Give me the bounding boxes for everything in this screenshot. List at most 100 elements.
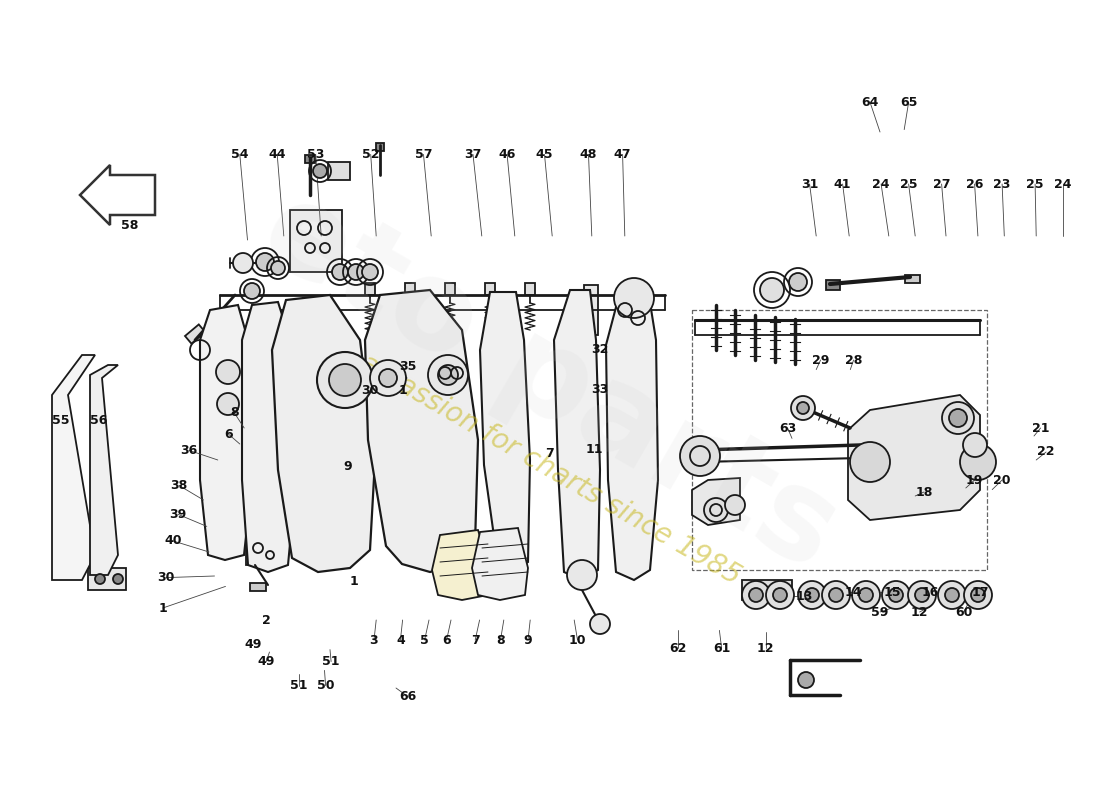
Circle shape <box>566 560 597 590</box>
Bar <box>742 580 792 600</box>
Circle shape <box>949 409 967 427</box>
Circle shape <box>798 672 814 688</box>
Text: 6: 6 <box>442 634 451 646</box>
Text: a passion for charts since 1985: a passion for charts since 1985 <box>354 349 746 591</box>
Circle shape <box>798 581 826 609</box>
Text: 53: 53 <box>307 148 324 161</box>
Text: 55: 55 <box>52 414 69 426</box>
Text: 49: 49 <box>244 638 262 650</box>
Circle shape <box>850 442 890 482</box>
Text: 41: 41 <box>834 178 851 190</box>
Polygon shape <box>848 395 980 520</box>
Circle shape <box>789 273 807 291</box>
Circle shape <box>915 588 930 602</box>
Text: 25: 25 <box>1026 178 1044 190</box>
Text: 31: 31 <box>801 178 818 190</box>
Text: 8: 8 <box>496 634 505 646</box>
Circle shape <box>791 396 815 420</box>
Bar <box>305 155 315 163</box>
Circle shape <box>317 352 373 408</box>
Text: 16: 16 <box>922 586 939 598</box>
Text: 25: 25 <box>900 178 917 190</box>
Circle shape <box>725 495 745 515</box>
Circle shape <box>942 402 974 434</box>
Text: 64: 64 <box>861 96 879 109</box>
Text: 30: 30 <box>157 571 175 584</box>
Text: 38: 38 <box>170 479 188 492</box>
Text: 65: 65 <box>900 96 917 109</box>
Text: 28: 28 <box>845 354 862 366</box>
Text: 23: 23 <box>993 178 1011 190</box>
Text: 61: 61 <box>713 642 730 654</box>
Bar <box>405 283 415 295</box>
Circle shape <box>680 436 720 476</box>
Text: eto parts: eto parts <box>241 166 859 594</box>
Polygon shape <box>365 290 478 572</box>
Polygon shape <box>242 302 296 572</box>
Bar <box>446 283 455 295</box>
Text: 35: 35 <box>399 360 417 373</box>
Bar <box>485 283 495 295</box>
Text: 7: 7 <box>471 634 480 646</box>
Text: 49: 49 <box>257 655 275 668</box>
Text: 47: 47 <box>614 148 631 161</box>
Circle shape <box>329 364 361 396</box>
Text: 5: 5 <box>420 634 429 646</box>
Text: 14: 14 <box>845 586 862 598</box>
Text: 33: 33 <box>591 383 608 396</box>
Bar <box>440 365 465 387</box>
Text: 51: 51 <box>322 655 340 668</box>
Circle shape <box>962 433 987 457</box>
Text: 1: 1 <box>398 384 407 397</box>
Text: 30: 30 <box>361 384 378 397</box>
Circle shape <box>945 588 959 602</box>
Text: 1: 1 <box>158 602 167 614</box>
Text: 44: 44 <box>268 148 286 161</box>
Text: 19: 19 <box>966 474 983 486</box>
Text: 3: 3 <box>370 634 378 646</box>
Circle shape <box>908 581 936 609</box>
Circle shape <box>348 264 364 280</box>
Bar <box>826 280 840 290</box>
Text: 37: 37 <box>464 148 482 161</box>
Text: 27: 27 <box>933 178 950 190</box>
Bar <box>365 283 375 295</box>
Text: 1: 1 <box>350 575 359 588</box>
Circle shape <box>332 264 348 280</box>
Bar <box>850 450 980 475</box>
Polygon shape <box>52 355 95 580</box>
Text: 57: 57 <box>415 148 432 161</box>
Polygon shape <box>480 292 530 572</box>
Circle shape <box>852 581 880 609</box>
Text: 13: 13 <box>795 590 813 602</box>
Text: 10: 10 <box>569 634 586 646</box>
Circle shape <box>379 369 397 387</box>
Text: 56: 56 <box>90 414 108 426</box>
Polygon shape <box>272 295 375 572</box>
Polygon shape <box>90 365 118 575</box>
Text: 46: 46 <box>498 148 516 161</box>
Text: 48: 48 <box>580 148 597 161</box>
Text: 2: 2 <box>262 614 271 626</box>
Circle shape <box>773 588 786 602</box>
Circle shape <box>960 444 996 480</box>
Bar <box>328 162 350 180</box>
Text: 54: 54 <box>231 148 249 161</box>
Circle shape <box>749 588 763 602</box>
Circle shape <box>438 365 458 385</box>
Bar <box>88 568 126 590</box>
Text: 32: 32 <box>591 343 608 356</box>
Bar <box>905 275 920 283</box>
Text: 24: 24 <box>872 178 890 190</box>
Circle shape <box>889 588 903 602</box>
Text: 9: 9 <box>343 460 352 473</box>
Text: 39: 39 <box>169 508 187 521</box>
Circle shape <box>760 278 784 302</box>
Text: 12: 12 <box>757 642 774 654</box>
Polygon shape <box>472 528 528 600</box>
Circle shape <box>704 498 728 522</box>
Text: 60: 60 <box>955 606 972 618</box>
Text: 20: 20 <box>993 474 1011 486</box>
Text: 66: 66 <box>399 690 417 703</box>
Circle shape <box>938 581 966 609</box>
